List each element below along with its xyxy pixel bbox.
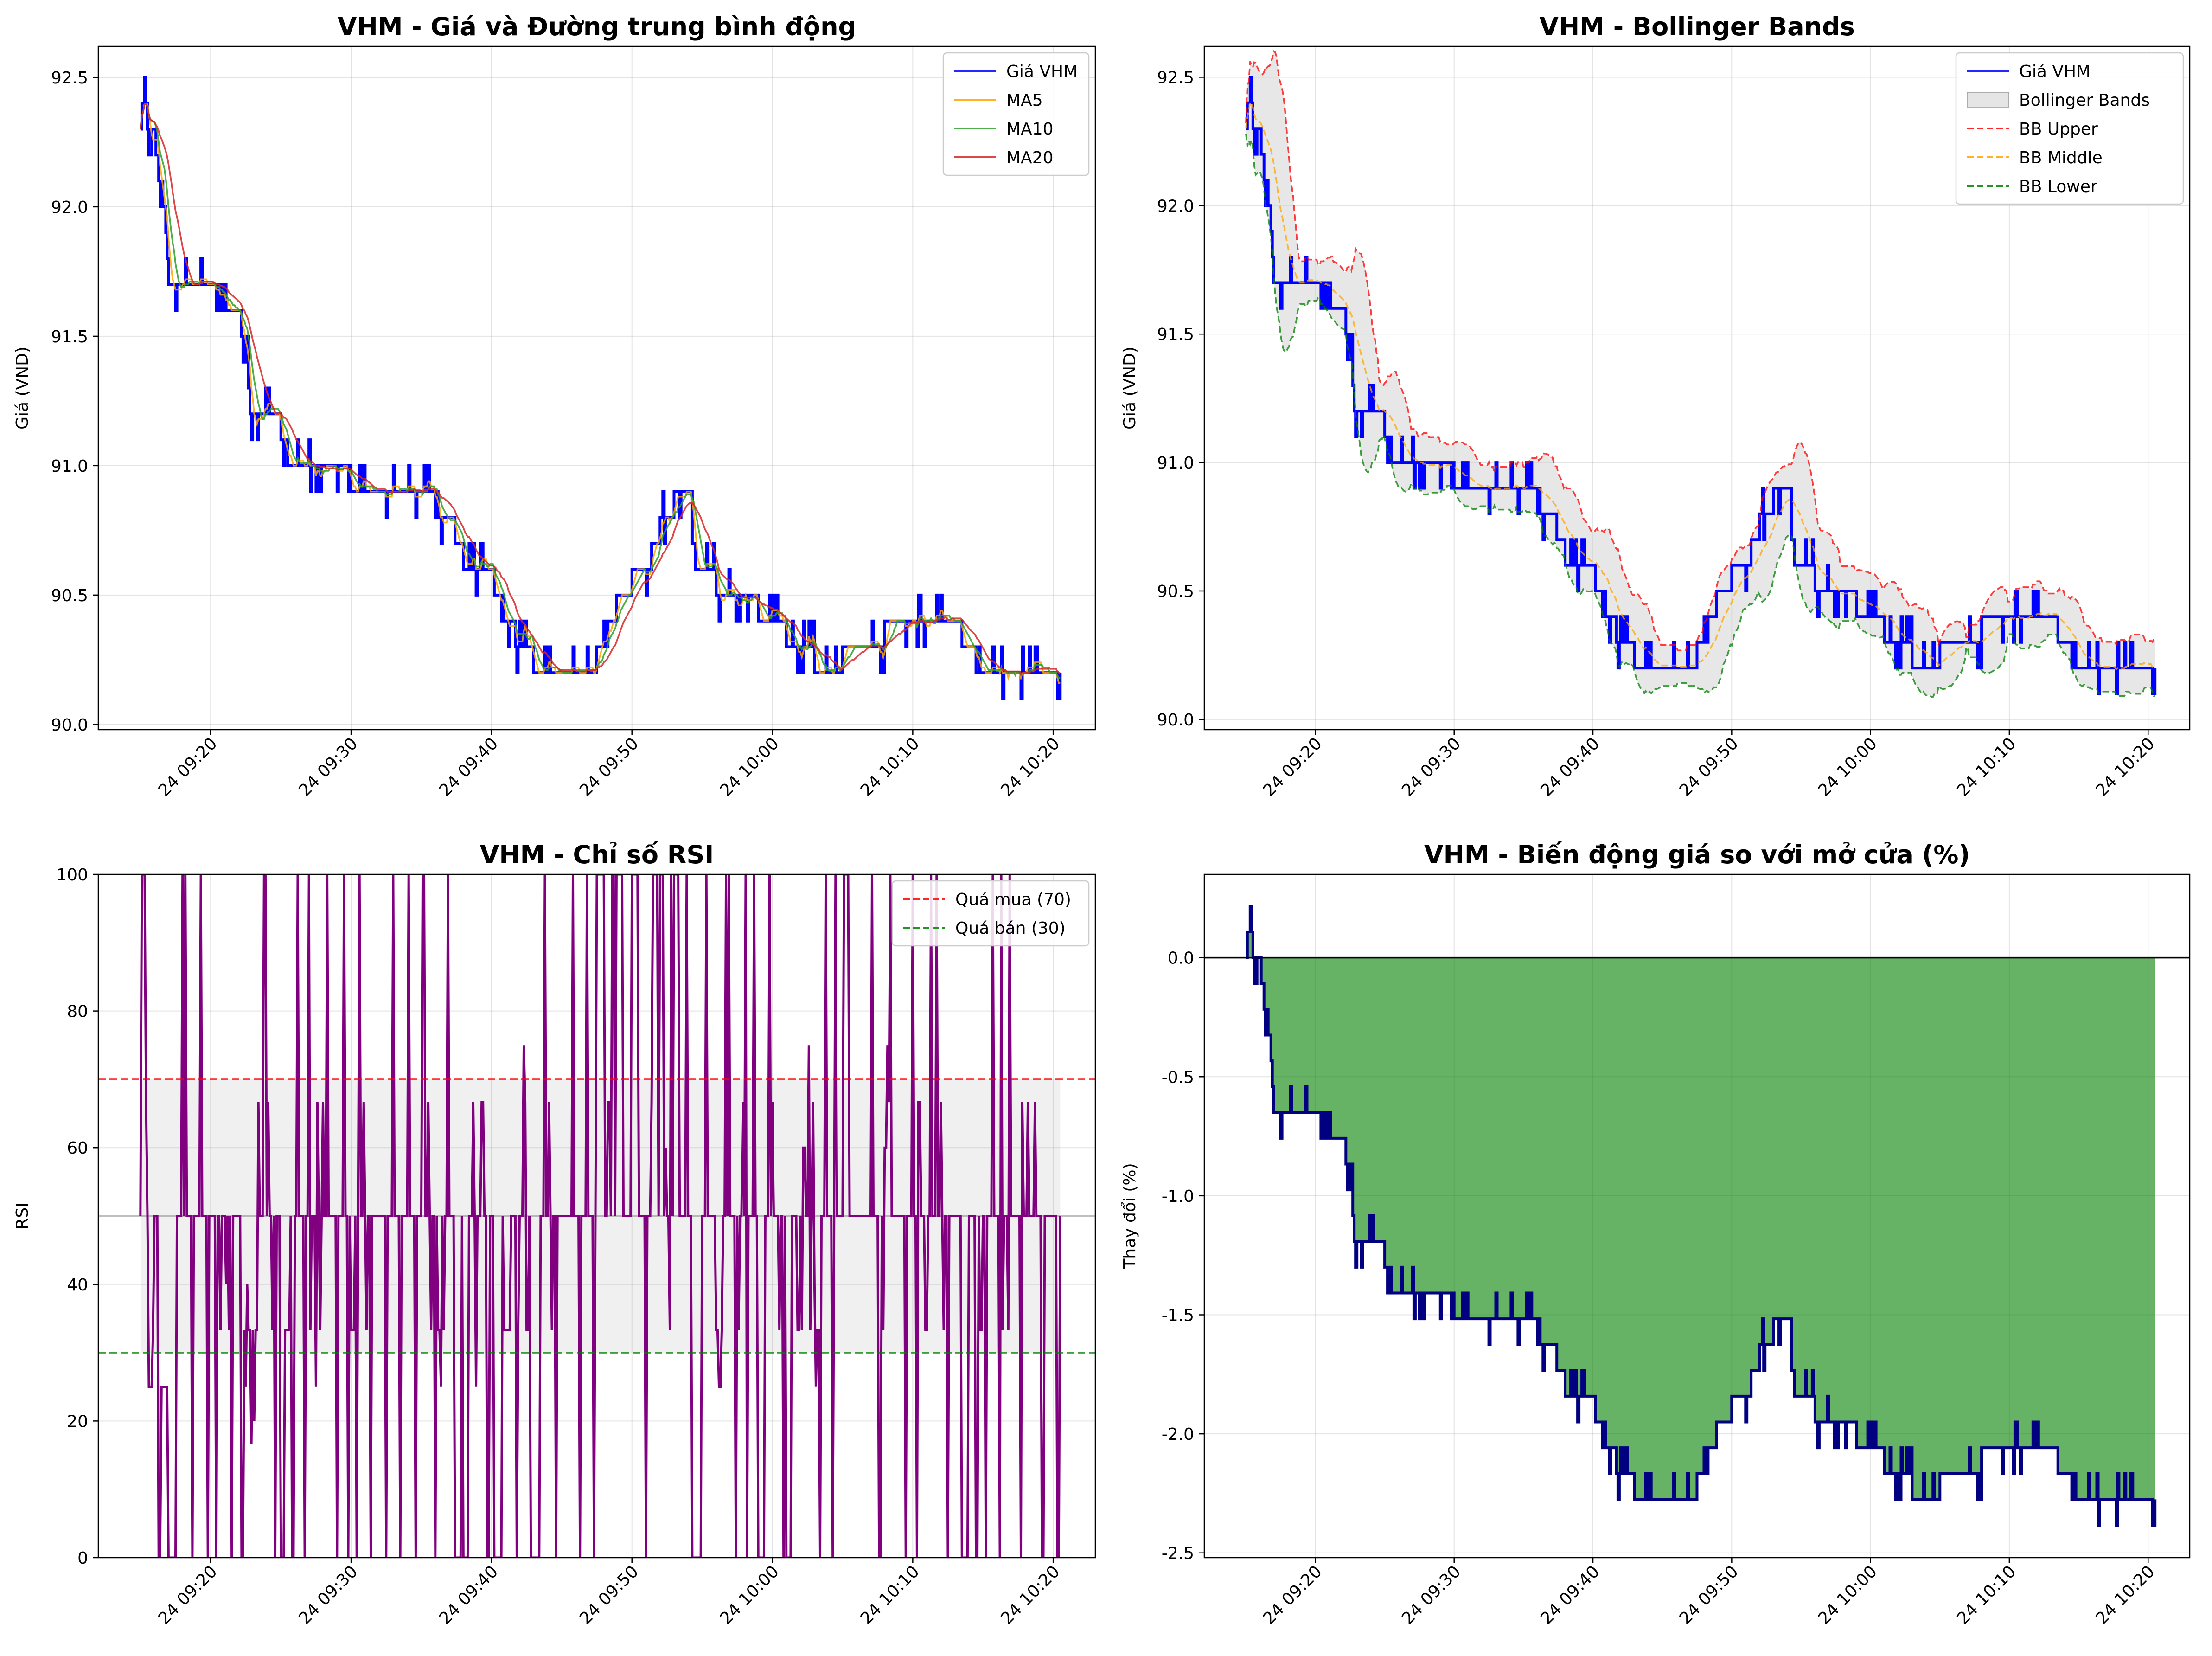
plot-content [1204, 905, 2190, 1527]
legend-label: Bollinger Bands [2019, 91, 2150, 110]
plot-frame [1203, 45, 2191, 731]
plot-frame [97, 45, 1096, 731]
y-tick-label: -2.5 [1162, 1544, 1194, 1563]
legend-label: MA20 [1006, 148, 1054, 167]
bb-middle-line [1245, 102, 2155, 671]
y-tick-label: 100 [56, 866, 88, 885]
rsi-series-line [139, 874, 1061, 1558]
legend-label: BB Upper [2019, 120, 2098, 139]
y-axis-label: Thay đổi (%) [1120, 1163, 1139, 1269]
y-tick-label: 20 [67, 1412, 88, 1431]
y-tick-label: 91.5 [1157, 325, 1194, 344]
y-tick-label: 0 [77, 1549, 88, 1568]
y-tick-label: 0.0 [1168, 949, 1194, 968]
bollinger-band-fill [1246, 51, 2155, 697]
y-axis-label: Giá (VND) [1120, 347, 1139, 430]
y-tick-label: 92.0 [51, 198, 88, 217]
ma10-series-line [140, 102, 1061, 679]
chart-title: VHM - Bollinger Bands [1539, 12, 1855, 41]
price-ma-chart: 90.090.591.091.592.092.524 09:20 24 09:30… [13, 12, 1096, 800]
y-tick-label: 91.0 [51, 457, 88, 476]
plot-frame [1203, 873, 2191, 1559]
y-tick-label: 90.5 [1157, 582, 1194, 601]
legend-box [942, 52, 1090, 176]
y-tick-label: -1.5 [1162, 1306, 1194, 1325]
chart-title: VHM - Chỉ số RSI [480, 840, 714, 869]
y-tick-label: 80 [67, 1002, 88, 1021]
legend-label: BB Lower [2019, 177, 2097, 196]
legend: Giá VHM MA5 MA10 MA20 [942, 52, 1090, 176]
legend-label: MA5 [1006, 91, 1043, 110]
y-tick-label: 40 [67, 1276, 88, 1295]
y-axis-label: RSI [13, 1202, 32, 1229]
plot-content [140, 76, 1062, 700]
chart-title: VHM - Giá và Đường trung bình động [338, 12, 856, 41]
legend-box [1955, 52, 2184, 205]
ma20-series-line [140, 102, 1061, 675]
y-tick-label: 60 [67, 1139, 88, 1158]
legend-swatch [1967, 92, 2009, 108]
legend-label: Giá VHM [2019, 62, 2091, 81]
y-tick-label: 92.5 [1157, 68, 1194, 87]
bb-lower-line [1245, 134, 2155, 698]
y-tick-label: 92.5 [51, 69, 88, 88]
legend-label: Quá bán (30) [955, 919, 1066, 938]
bollinger-chart: 90.090.591.091.592.092.524 09:20 24 09:30… [1120, 12, 2191, 800]
legend-box [891, 880, 1090, 947]
price-change-chart: -2.5-2.0-1.5-1.0-0.50.024 09:20 24 09:30 2… [1120, 840, 2191, 1628]
change-series-line [1246, 905, 2157, 1527]
plot-frame [97, 873, 1096, 1559]
plot-content [98, 874, 1095, 1558]
price-series-line [1246, 76, 2157, 695]
y-tick-label: -1.0 [1162, 1187, 1194, 1206]
y-tick-label: 90.5 [51, 586, 88, 605]
legend: Giá VHM Bollinger Bands BB Upper BB Middle B… [1955, 52, 2184, 205]
y-tick-label: 90.0 [1157, 711, 1194, 730]
legend-label: BB Middle [2019, 148, 2103, 167]
legend: Quá mua (70) Quá bán (30) [891, 880, 1090, 947]
y-tick-label: 90.0 [51, 716, 88, 735]
y-tick-label: 91.0 [1157, 454, 1194, 473]
y-tick-label: 91.5 [51, 327, 88, 347]
grid-lines [98, 46, 1095, 730]
legend-label: Giá VHM [1006, 62, 1078, 81]
plot-content [1245, 50, 2157, 698]
y-tick-label: -0.5 [1162, 1068, 1194, 1087]
y-axis-label: Giá (VND) [13, 347, 32, 430]
legend-label: Quá mua (70) [955, 890, 1071, 909]
chart-title: VHM - Biến động giá so với mở cửa (%) [1424, 840, 1970, 869]
y-tick-label: -2.0 [1162, 1425, 1194, 1444]
legend-label: MA10 [1006, 120, 1054, 139]
change-area-fill [1246, 906, 2155, 1525]
y-tick-label: 92.0 [1157, 197, 1194, 216]
ma5-series-line [140, 102, 1061, 684]
